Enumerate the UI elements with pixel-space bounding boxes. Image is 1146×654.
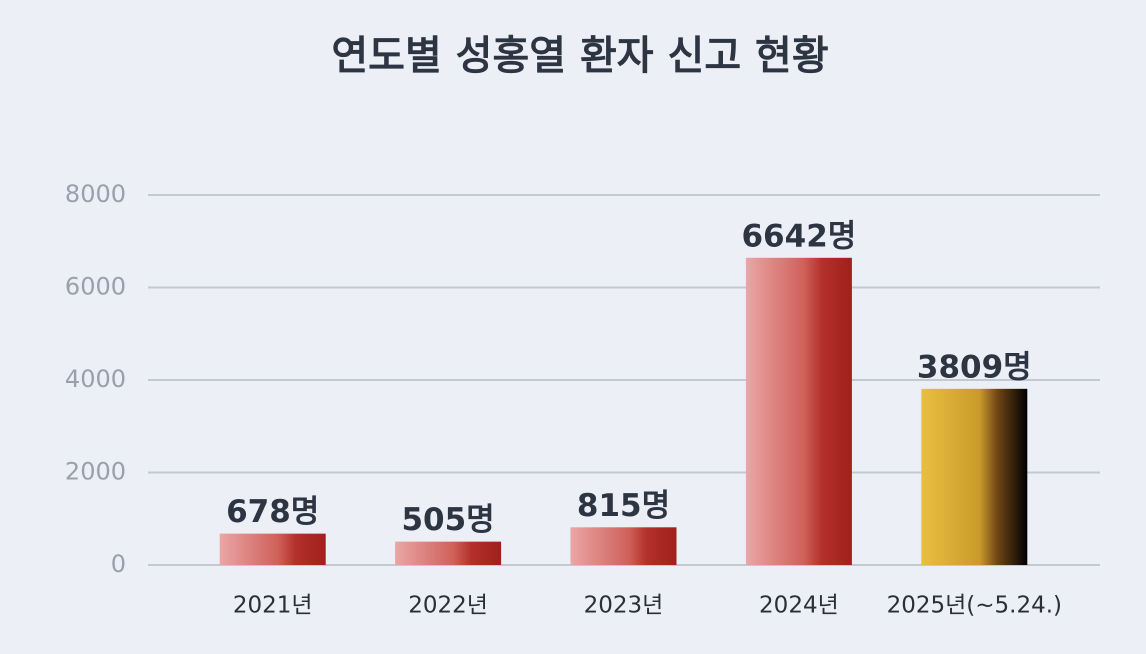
- x-tick-label: 2025년(~5.24.): [887, 593, 1062, 619]
- value-label: 6642명: [741, 218, 856, 254]
- chart-title: 연도별 성홍열 환자 신고 현황: [331, 33, 828, 79]
- value-label: 505명: [401, 502, 494, 538]
- value-label: 815명: [577, 488, 670, 524]
- y-tick-label: 8000: [65, 180, 126, 208]
- y-tick-label: 0: [111, 550, 126, 578]
- bar: [921, 388, 1028, 565]
- value-label: 3809명: [917, 349, 1032, 385]
- y-tick-label: 4000: [65, 365, 126, 393]
- bar: [570, 527, 677, 565]
- y-tick-label: 2000: [65, 458, 126, 486]
- value-label: 678명: [226, 494, 319, 530]
- bar: [745, 257, 852, 565]
- bar: [395, 541, 502, 565]
- y-tick-label: 6000: [65, 273, 126, 301]
- x-tick-label: 2023년: [584, 593, 664, 619]
- bar: [219, 533, 326, 565]
- x-tick-label: 2021년: [233, 593, 313, 619]
- x-tick-label: 2022년: [408, 593, 488, 619]
- x-tick-label: 2024년: [759, 593, 839, 619]
